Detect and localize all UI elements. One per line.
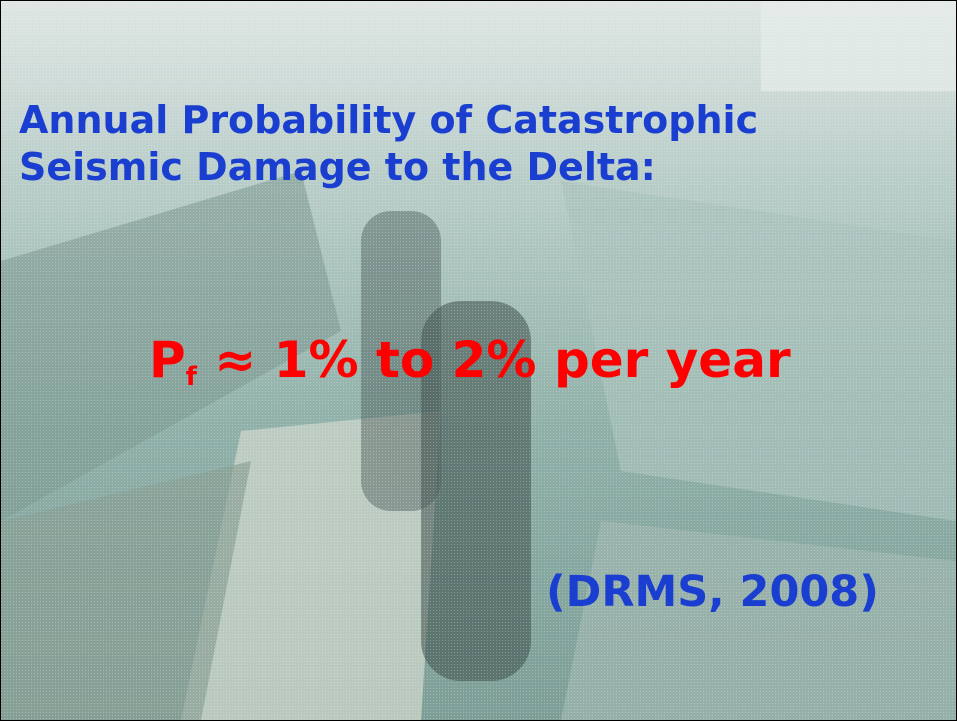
formula-text: ≈ 1% to 2% per year xyxy=(214,331,790,389)
slide: Annual Probability of Catastrophic Seism… xyxy=(0,0,957,721)
citation: (DRMS, 2008) xyxy=(546,567,879,617)
formula-subscript: f xyxy=(186,362,197,392)
formula-symbol: P xyxy=(149,331,186,389)
title-line: Annual Probability of Catastrophic xyxy=(19,97,758,143)
formula: Pf ≈ 1% to 2% per year xyxy=(149,331,791,392)
title-line: Seismic Damage to the Delta: xyxy=(19,144,656,190)
